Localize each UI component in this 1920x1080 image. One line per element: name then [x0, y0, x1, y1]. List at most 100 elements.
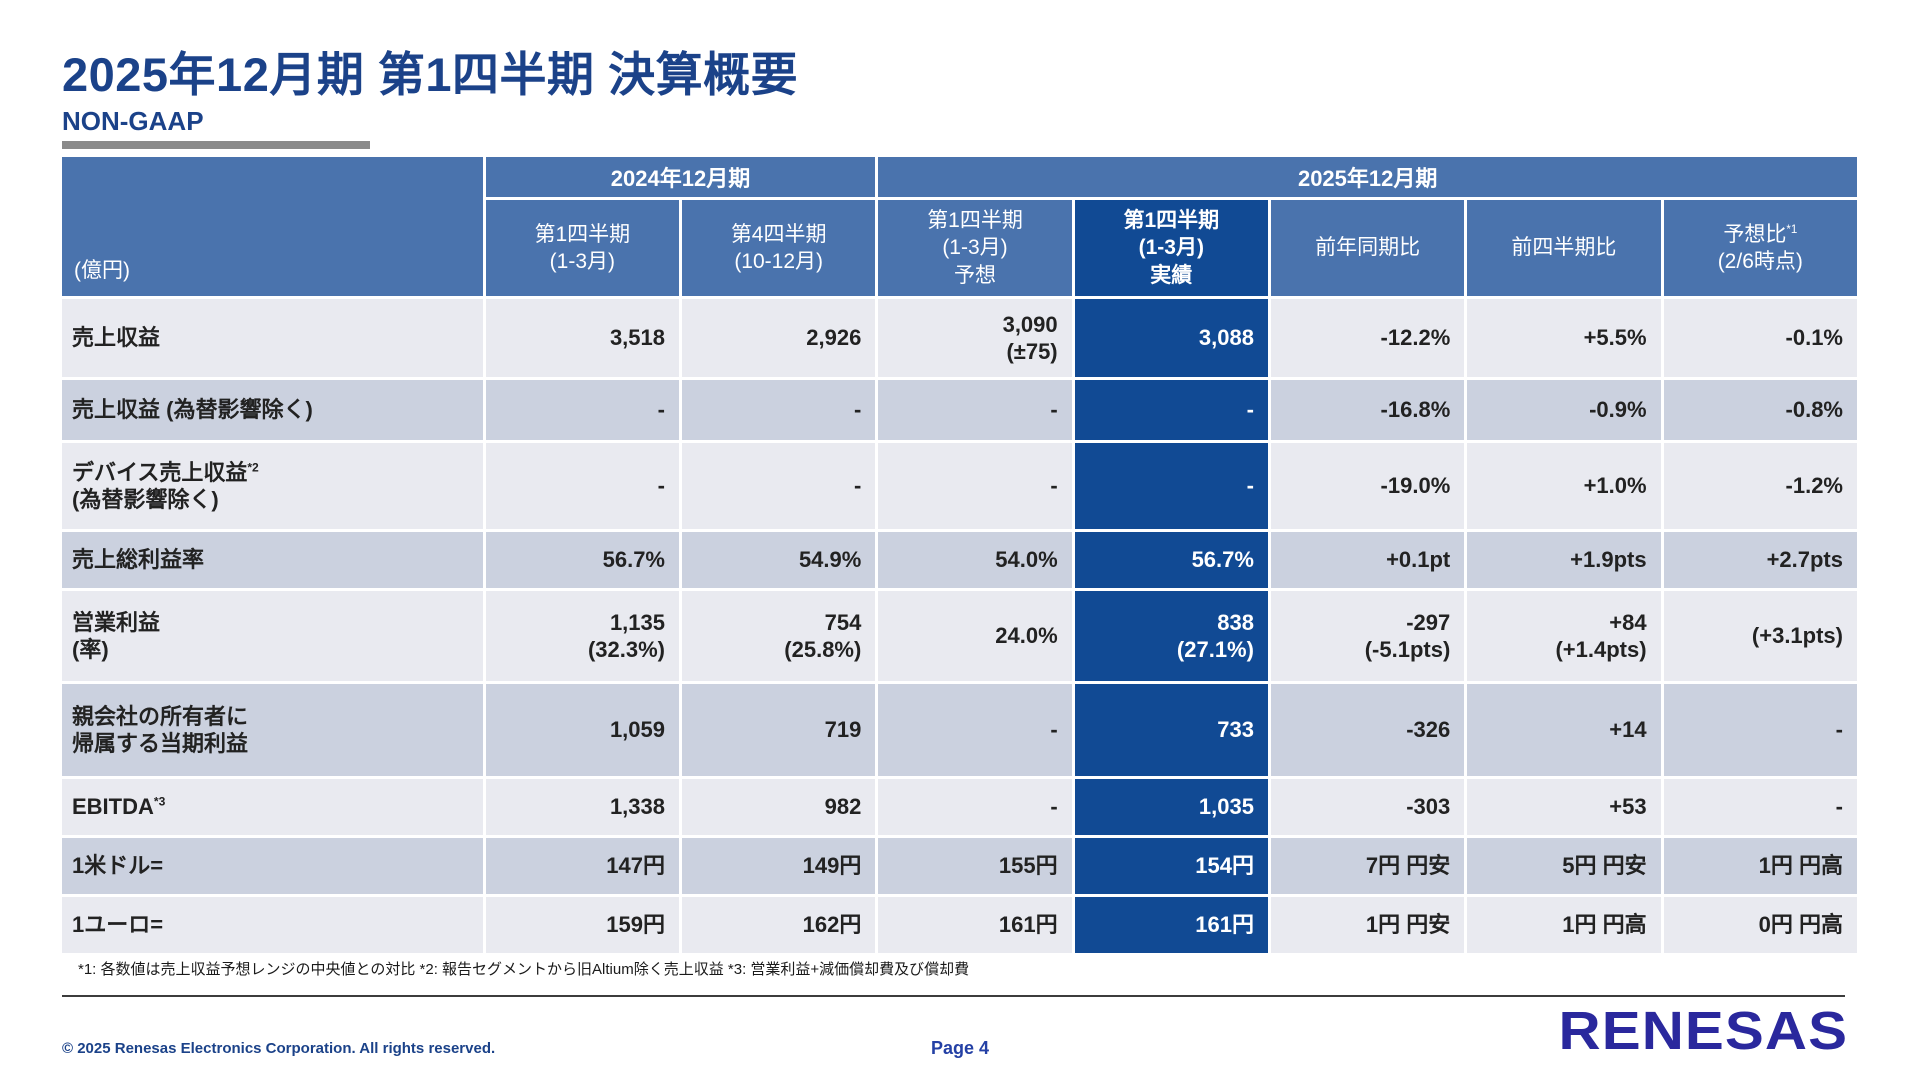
- table-cell: +84 (+1.4pts): [1467, 591, 1661, 681]
- unit-label-cell: (億円): [62, 157, 483, 296]
- table-row-eur-rate: 1ユーロ= 159円 162円 161円 161円 1円 円安 1円 円高 0円…: [62, 897, 1857, 953]
- page-title: 2025年12月期 第1四半期 決算概要: [62, 48, 799, 101]
- copyright-text: © 2025 Renesas Electronics Corporation. …: [62, 1040, 496, 1057]
- table-cell: -: [1663, 684, 1857, 776]
- subtitle-non-gaap: NON-GAAP: [62, 106, 204, 136]
- table-cell: +1.0%: [1467, 443, 1661, 529]
- table-cell: +5.5%: [1467, 299, 1661, 377]
- table-row-ebitda: EBITDA*3 1,338 982 - 1,035 -303 +53 -: [62, 779, 1857, 835]
- table-cell: 1円 円高: [1467, 897, 1661, 953]
- table-cell: -: [485, 380, 679, 440]
- table-cell: -297 (-5.1pts): [1270, 591, 1465, 681]
- table-cell: +53: [1467, 779, 1661, 835]
- table-cell: -19.0%: [1270, 443, 1465, 529]
- table-cell: 162円: [682, 897, 876, 953]
- row-label: 売上総利益率: [62, 532, 483, 588]
- table-cell: 155円: [878, 838, 1072, 894]
- footnotes: *1: 各数値は売上収益予想レンジの中央値との対比 *2: 報告セグメントから旧…: [78, 961, 970, 978]
- group-header-2024: 2024年12月期: [485, 157, 876, 197]
- row-label: 親会社の所有者に 帰属する当期利益: [62, 684, 483, 776]
- table-cell: +0.1pt: [1270, 532, 1465, 588]
- table-cell-actual: 1,035: [1074, 779, 1268, 835]
- financial-results-table: (億円) 2024年12月期 2025年12月期 第1四半期 (1-3月) 第4…: [59, 154, 1860, 956]
- group-header-row: (億円) 2024年12月期 2025年12月期: [62, 157, 1857, 296]
- table-cell: 161円: [878, 897, 1072, 953]
- table-cell: 1円 円高: [1663, 838, 1857, 894]
- table-cell-actual: -: [1074, 380, 1268, 440]
- table-cell: -1.2%: [1663, 443, 1857, 529]
- table-cell: -12.2%: [1270, 299, 1465, 377]
- table-row-gross-margin: 売上総利益率 56.7% 54.9% 54.0% 56.7% +0.1pt +1…: [62, 532, 1857, 588]
- table-row-revenue-ex-fx: 売上収益 (為替影響除く) - - - - -16.8% -0.9% -0.8%: [62, 380, 1857, 440]
- table-cell: +1.9pts: [1467, 532, 1661, 588]
- table-cell: 56.7%: [485, 532, 679, 588]
- table-cell: 7円 円安: [1270, 838, 1465, 894]
- table-cell: 1,135 (32.3%): [485, 591, 679, 681]
- table-cell: 0円 円高: [1663, 897, 1857, 953]
- table-cell: 1,059: [485, 684, 679, 776]
- row-label: EBITDA*3: [62, 779, 483, 835]
- col-header-q1-2025-actual: 第1四半期 (1-3月) 実績: [1074, 200, 1268, 296]
- table-cell: 149円: [682, 838, 876, 894]
- table-cell: -: [1663, 779, 1857, 835]
- col-header-vs-forecast: 予想比*1 (2/6時点): [1663, 200, 1857, 296]
- page-number: Page 4: [930, 1038, 990, 1058]
- table-cell-actual: 733: [1074, 684, 1268, 776]
- table-cell: 147円: [485, 838, 679, 894]
- table-cell-actual: 161円: [1074, 897, 1268, 953]
- col-header-q4-2024: 第4四半期 (10-12月): [682, 200, 876, 296]
- table-cell-actual: 3,088: [1074, 299, 1268, 377]
- col-header-qoq: 前四半期比: [1467, 200, 1661, 296]
- table-cell: -: [878, 779, 1072, 835]
- table-row-profit-attributable: 親会社の所有者に 帰属する当期利益 1,059 719 - 733 -326 +1…: [62, 684, 1857, 776]
- table-cell: +14: [1467, 684, 1661, 776]
- table-cell: -: [682, 443, 876, 529]
- row-label: 1ユーロ=: [62, 897, 483, 953]
- table-cell: -0.8%: [1663, 380, 1857, 440]
- table-cell: 54.0%: [878, 532, 1072, 588]
- table-row-revenue: 売上収益 3,518 2,926 3,090 (±75) 3,088 -12.2…: [62, 299, 1857, 377]
- table-row-operating-profit: 営業利益 (率) 1,135 (32.3%) 754 (25.8%) 24.0% …: [62, 591, 1857, 681]
- table-cell: 54.9%: [682, 532, 876, 588]
- table-cell: -303: [1270, 779, 1465, 835]
- table-cell: -0.9%: [1467, 380, 1661, 440]
- col-header-q1-2024: 第1四半期 (1-3月): [485, 200, 679, 296]
- row-label: デバイス売上収益*2 (為替影響除く): [62, 443, 483, 529]
- table-cell: 1,338: [485, 779, 679, 835]
- table-cell: -326: [1270, 684, 1465, 776]
- row-label: 1米ドル=: [62, 838, 483, 894]
- table-cell: 982: [682, 779, 876, 835]
- table-row-usd-rate: 1米ドル= 147円 149円 155円 154円 7円 円安 5円 円安 1円…: [62, 838, 1857, 894]
- table-cell-actual: 154円: [1074, 838, 1268, 894]
- row-label: 売上収益: [62, 299, 483, 377]
- table-cell-actual: 56.7%: [1074, 532, 1268, 588]
- table-cell: -: [878, 380, 1072, 440]
- table-cell: -: [878, 443, 1072, 529]
- table-cell: -0.1%: [1663, 299, 1857, 377]
- table-cell: -16.8%: [1270, 380, 1465, 440]
- row-label: 売上収益 (為替影響除く): [62, 380, 483, 440]
- table-cell: -: [485, 443, 679, 529]
- table-cell: -: [878, 684, 1072, 776]
- table-cell-actual: -: [1074, 443, 1268, 529]
- table-cell: 5円 円安: [1467, 838, 1661, 894]
- table-cell: 1円 円安: [1270, 897, 1465, 953]
- column-header-row: 第1四半期 (1-3月) 第4四半期 (10-12月) 第1四半期 (1-3月)…: [62, 200, 1857, 296]
- table-cell: (+3.1pts): [1663, 591, 1857, 681]
- subtitle-underline: [62, 141, 370, 149]
- footer-divider: [62, 995, 1845, 997]
- table-cell-actual: 838 (27.1%): [1074, 591, 1268, 681]
- col-header-q1-2025-forecast: 第1四半期 (1-3月) 予想: [878, 200, 1072, 296]
- col-header-yoy: 前年同期比: [1270, 200, 1465, 296]
- renesas-logo: RENESAS: [1558, 1001, 1848, 1061]
- table-cell: 2,926: [682, 299, 876, 377]
- table-cell: 159円: [485, 897, 679, 953]
- table-cell: -: [682, 380, 876, 440]
- table-cell: 3,090 (±75): [878, 299, 1072, 377]
- table-cell: 24.0%: [878, 591, 1072, 681]
- row-label: 営業利益 (率): [62, 591, 483, 681]
- table-cell: 754 (25.8%): [682, 591, 876, 681]
- group-header-2025: 2025年12月期: [878, 157, 1857, 197]
- table-cell: 3,518: [485, 299, 679, 377]
